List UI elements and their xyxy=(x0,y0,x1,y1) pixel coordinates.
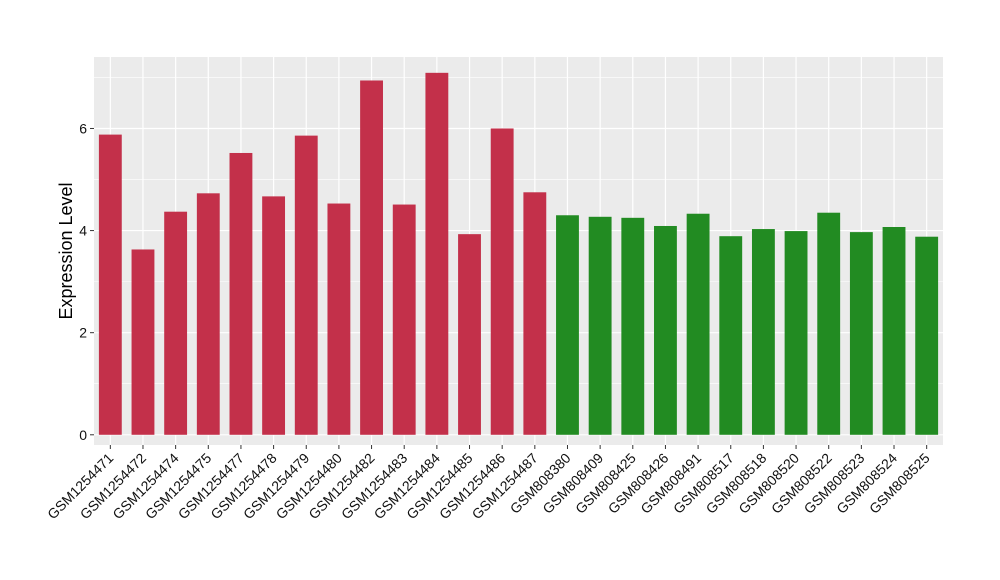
bar xyxy=(458,234,481,435)
bar xyxy=(751,229,775,435)
bar xyxy=(360,80,383,435)
plot-panel xyxy=(94,57,943,445)
bars xyxy=(98,72,939,435)
y-tick-label: 0 xyxy=(79,427,87,443)
bar xyxy=(621,217,645,435)
bar xyxy=(425,72,449,435)
bar xyxy=(686,213,710,435)
bar xyxy=(523,192,547,435)
y-tick-label: 2 xyxy=(79,325,87,341)
bar xyxy=(556,215,579,435)
bar xyxy=(882,227,906,435)
bar xyxy=(262,196,286,435)
bar xyxy=(98,134,122,435)
bar xyxy=(392,204,416,435)
bar xyxy=(588,216,612,435)
bar xyxy=(229,152,253,435)
bar xyxy=(327,203,351,435)
bar xyxy=(719,236,743,435)
bar xyxy=(784,231,808,435)
bar xyxy=(294,135,318,435)
bar xyxy=(196,193,220,435)
bar xyxy=(817,212,841,435)
y-tick-label: 4 xyxy=(79,223,87,239)
bar xyxy=(131,249,155,435)
y-axis-title: Expression Level xyxy=(56,182,76,319)
bar xyxy=(490,128,514,435)
y-tick-label: 6 xyxy=(79,120,87,136)
bar xyxy=(915,236,939,435)
bar xyxy=(654,225,677,435)
y-axis: 0 2 4 6 xyxy=(79,120,94,443)
x-axis: GSM1254471GSM1254472GSM1254474GSM1254475… xyxy=(44,445,933,522)
bar xyxy=(849,232,873,435)
bar xyxy=(164,211,188,435)
